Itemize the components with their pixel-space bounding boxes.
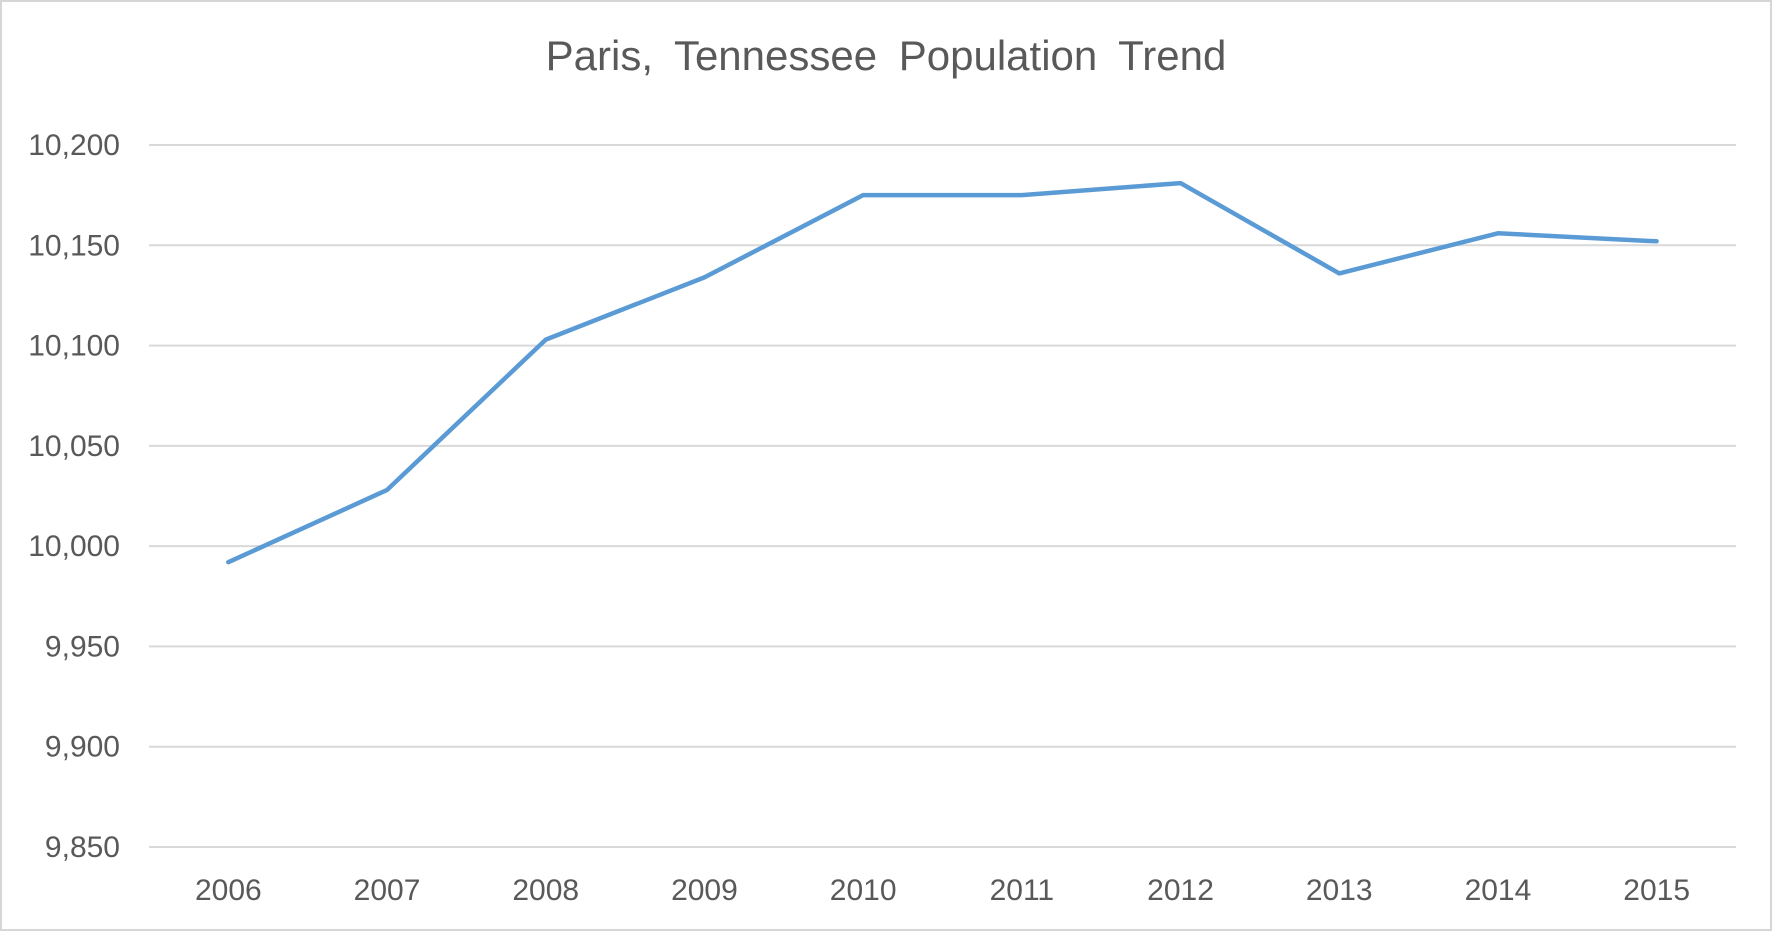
y-tick-label: 9,850 (45, 831, 120, 864)
x-tick-label: 2012 (1147, 874, 1214, 907)
x-tick-label: 2008 (512, 874, 579, 907)
y-tick-label: 10,150 (28, 229, 120, 262)
y-tick-label: 10,100 (28, 330, 120, 363)
x-tick-label: 2015 (1623, 874, 1690, 907)
y-tick-label: 10,200 (28, 129, 120, 162)
y-tick-label: 10,050 (28, 430, 120, 463)
y-tick-label: 9,950 (45, 630, 120, 663)
population-series-line (226, 180, 1659, 565)
x-tick-label: 2011 (990, 874, 1055, 907)
x-tick-label: 2014 (1465, 874, 1532, 907)
x-tick-label: 2009 (671, 874, 738, 907)
y-tick-label: 10,000 (28, 530, 120, 563)
x-tick-label: 2010 (830, 874, 897, 907)
y-tick-label: 9,900 (45, 731, 120, 764)
x-tick-label: 2007 (354, 874, 421, 907)
chart-title: Paris, Tennessee Population Trend (545, 32, 1227, 79)
x-tick-label: 2006 (195, 874, 262, 907)
x-tick-label: 2013 (1306, 874, 1373, 907)
